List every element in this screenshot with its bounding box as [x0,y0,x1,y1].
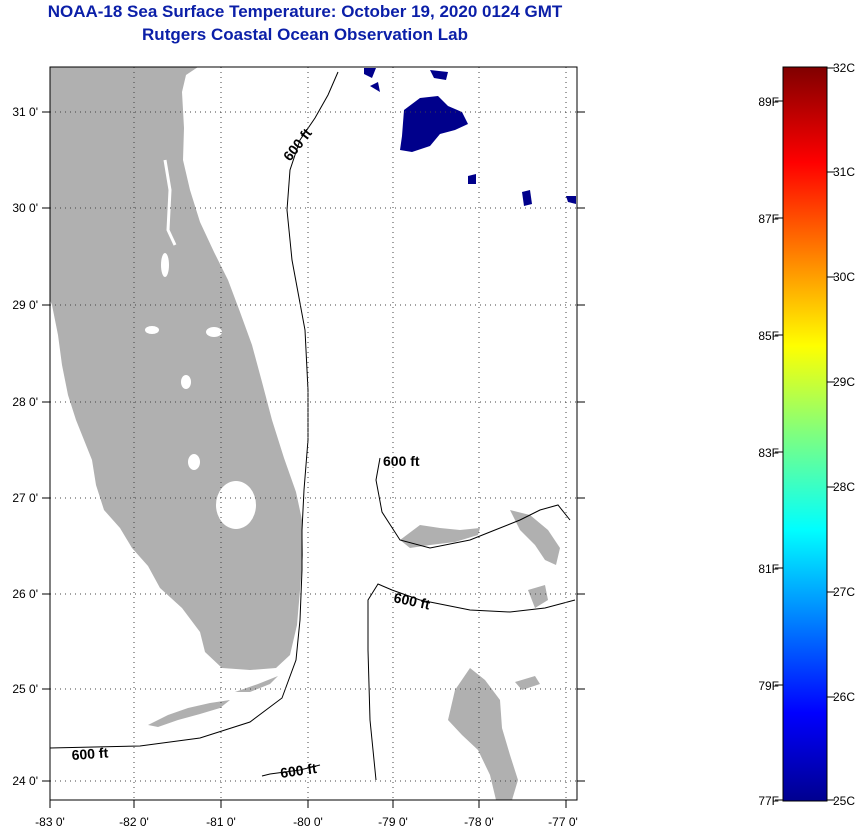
contour-line-florida-east [50,71,339,749]
lat-label: 30 0' [12,201,38,215]
lon-label: -82 0' [119,815,149,829]
lake-okeechobee [216,481,256,529]
sst-patch [364,68,376,78]
lon-label: -77 0' [548,815,578,829]
sst-patch [522,190,532,206]
map-grid [50,67,577,800]
contour-label: 600 ft [383,453,420,469]
lat-label: 26 0' [12,587,38,601]
colorbar-label: 89F [758,95,779,109]
colorbar-label: 25C [833,794,855,808]
colorbar-label: 29C [833,375,855,389]
contour-line-little-bahama [375,457,571,549]
colorbar-label: 83F [758,446,779,460]
lat-label: 24 0' [12,774,38,788]
lake [206,327,222,337]
map-title: NOAA-18 Sea Surface Temperature: October… [47,2,563,21]
florida-keys [148,700,230,727]
colorbar-label: 32C [833,61,855,75]
map-subtitle: Rutgers Coastal Ocean Observation Lab [142,25,468,44]
latitude-labels: 31 0' 30 0' 29 0' 28 0' 27 0' 26 0' 25 0… [12,105,38,788]
abaco-island [510,510,560,565]
lat-label: 29 0' [12,298,38,312]
st-johns-river [163,159,177,246]
map-border [49,66,578,801]
colorbar-label: 87F [758,212,779,226]
colorbar-label: 31C [833,165,855,179]
longitude-labels: -83 0' -82 0' -81 0' -80 0' -79 0' -78 0… [35,815,578,829]
colorbar-label: 85F [758,329,779,343]
sst-patch [370,82,380,92]
contour-line-great-bahama [367,583,576,781]
lat-label: 27 0' [12,491,38,505]
colorbar-label: 30C [833,270,855,284]
colorbar-label: 81F [758,562,779,576]
island [515,676,540,690]
contour-line-strait [261,764,321,777]
sst-patch [566,196,576,204]
lake [181,375,191,389]
lon-label: -83 0' [35,815,65,829]
contour-label: 600 ft [279,760,318,781]
lon-label: -79 0' [378,815,408,829]
tick-marks [42,111,585,808]
lake [161,253,169,277]
contour-label: 600 ft [71,744,109,763]
colorbar-fahrenheit-labels: 89F 87F 85F 83F 81F 79F 77F [758,95,779,808]
lake [188,454,200,470]
lat-label: 25 0' [12,682,38,696]
lon-label: -81 0' [206,815,236,829]
colorbar-label: 27C [833,585,855,599]
contour-label: 600 ft [392,589,431,612]
lat-label: 28 0' [12,395,38,409]
lon-label: -80 0' [293,815,323,829]
island [528,585,548,608]
sst-patch [400,96,468,152]
colorbar-celsius-labels: 32C 31C 30C 29C 28C 27C 26C 25C [833,61,855,808]
lake [145,326,159,334]
lon-label: -78 0' [464,815,494,829]
sst-patch [430,70,448,80]
colorbar-label: 28C [833,480,855,494]
lat-label: 31 0' [12,105,38,119]
colorbar-label: 79F [758,679,779,693]
sst-patch [468,174,476,184]
colorbar-ticks [775,67,835,801]
keys-upper [235,676,278,692]
temperature-colorbar [782,66,828,802]
grand-bahama [400,525,480,548]
colorbar-label: 77F [758,794,779,808]
andros-island [448,668,518,800]
colorbar-label: 26C [833,690,855,704]
